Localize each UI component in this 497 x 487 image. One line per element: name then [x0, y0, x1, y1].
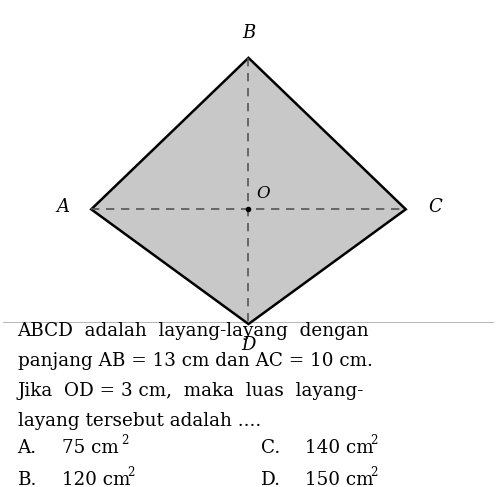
Text: O: O [256, 186, 269, 203]
Text: panjang AB = 13 cm dan AC = 10 cm.: panjang AB = 13 cm dan AC = 10 cm. [17, 352, 372, 370]
Text: 150 cm: 150 cm [305, 471, 374, 487]
Text: A: A [56, 198, 69, 216]
Text: C: C [428, 198, 442, 216]
Text: D.: D. [261, 471, 281, 487]
Text: 140 cm: 140 cm [305, 439, 374, 457]
Text: 2: 2 [370, 466, 378, 479]
Text: 75 cm: 75 cm [62, 439, 118, 457]
Text: 2: 2 [127, 466, 135, 479]
Polygon shape [91, 58, 406, 324]
Text: ABCD  adalah  layang-layang  dengan: ABCD adalah layang-layang dengan [17, 322, 369, 340]
Text: 2: 2 [370, 434, 378, 447]
Text: C.: C. [261, 439, 280, 457]
Text: 2: 2 [121, 434, 128, 447]
Text: Jika  OD = 3 cm,  maka  luas  layang-: Jika OD = 3 cm, maka luas layang- [17, 382, 364, 400]
Text: B.: B. [17, 471, 37, 487]
Text: D: D [242, 336, 255, 354]
Text: A.: A. [17, 439, 37, 457]
Text: layang tersebut adalah ....: layang tersebut adalah .... [17, 412, 261, 430]
Text: B: B [242, 24, 255, 42]
Text: 120 cm: 120 cm [62, 471, 130, 487]
